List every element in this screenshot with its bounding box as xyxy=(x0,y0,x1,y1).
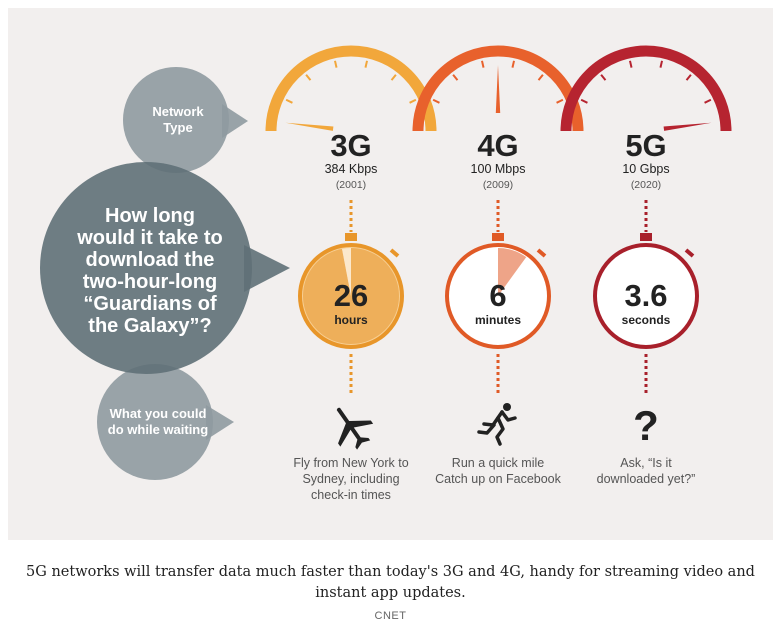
download-time-value: 3.6 xyxy=(624,278,667,313)
question-line: would it take to xyxy=(76,227,223,249)
gauge-tick xyxy=(556,98,564,104)
question-line: the Galaxy”? xyxy=(88,315,211,337)
gauge-tick xyxy=(481,60,485,68)
network-name: 5G xyxy=(625,128,666,163)
activity-line: Sydney, including xyxy=(302,472,399,486)
stopwatch-crown xyxy=(492,233,504,241)
stopwatch-crown xyxy=(640,233,652,241)
network-type-label: Network Type xyxy=(152,104,204,135)
stopwatch-button xyxy=(684,248,695,258)
gauge-needle xyxy=(285,122,334,131)
waiting-line: What you could xyxy=(110,406,207,421)
gauge-tick xyxy=(511,60,515,68)
network-year: (2001) xyxy=(336,179,366,191)
activity-line: downloaded yet?” xyxy=(597,472,696,486)
gauge-tick xyxy=(452,74,459,81)
gauge-tick xyxy=(629,60,633,68)
activity-line: Catch up on Facebook xyxy=(435,472,562,486)
activity-text: Run a quick mile Catch up on Facebook xyxy=(435,456,562,486)
speed-gauge xyxy=(412,45,584,132)
gauge-tick xyxy=(364,60,368,68)
question-text: How long would it take to download the two-… xyxy=(76,205,223,337)
airplane-icon xyxy=(336,407,374,450)
remaining-wedge xyxy=(342,248,351,296)
network-type-line: Network xyxy=(152,104,204,119)
network-speed: 384 Kbps xyxy=(325,162,378,176)
question-line: “Guardians of xyxy=(83,293,217,315)
waiting-label: What you could do while waiting xyxy=(108,406,208,437)
network-name: 3G xyxy=(330,128,371,163)
network-year: (2009) xyxy=(483,179,513,191)
gauge-tick xyxy=(659,60,663,68)
question-mark-icon: ? xyxy=(633,402,659,449)
gauge-tick xyxy=(600,74,607,81)
network-name: 4G xyxy=(477,128,518,163)
gauge-tick xyxy=(409,98,417,104)
caption: 5G networks will transfer data much fast… xyxy=(26,564,755,601)
network-year: (2020) xyxy=(631,179,661,191)
elapsed-wedge xyxy=(498,248,527,296)
gauge-tick xyxy=(390,74,397,81)
gauge-tick xyxy=(685,74,692,81)
download-time-unit: seconds xyxy=(622,313,671,327)
svg-text:?: ? xyxy=(633,402,659,449)
runner-icon xyxy=(477,403,517,446)
gauge-tick xyxy=(285,98,293,104)
gauge-needle xyxy=(663,122,712,131)
gauge-tick xyxy=(580,98,588,104)
stopwatch-dial xyxy=(593,243,699,349)
network-speed: 10 Gbps xyxy=(622,162,669,176)
activity-text: Ask, “Is it downloaded yet?” xyxy=(597,456,696,486)
stopwatch-button xyxy=(389,248,400,258)
download-time-unit: minutes xyxy=(475,313,521,327)
activity-line: check-in times xyxy=(311,488,391,502)
infographic: Network Type What you could do while waiti… xyxy=(40,45,732,502)
network-type-line: Type xyxy=(163,120,192,135)
gauge-tick xyxy=(334,60,338,68)
download-time-value: 26 xyxy=(334,278,368,313)
activity-line: Fly from New York to xyxy=(293,456,408,470)
question-bubble: How long would it take to download the two-… xyxy=(40,162,290,374)
gauge-tick xyxy=(704,98,712,104)
waiting-line: do while waiting xyxy=(108,422,208,437)
activity-text: Fly from New York to Sydney, including che… xyxy=(293,456,408,502)
network-speed: 100 Mbps xyxy=(471,162,526,176)
download-time-value: 6 xyxy=(489,278,506,313)
activity-line: Run a quick mile xyxy=(452,456,544,470)
stopwatch-crown xyxy=(345,233,357,241)
gauge-tick xyxy=(537,74,544,81)
question-line: How long xyxy=(105,205,195,227)
credit: CNET xyxy=(374,610,407,622)
waiting-bubble: What you could do while waiting xyxy=(97,364,234,480)
gauge-needle xyxy=(495,65,501,113)
download-time-unit: hours xyxy=(334,313,368,327)
speed-gauge xyxy=(265,45,437,132)
stopwatch-button xyxy=(536,248,547,258)
speed-gauge xyxy=(560,45,732,132)
activity-line: Ask, “Is it xyxy=(620,456,672,470)
gauge-tick xyxy=(432,98,440,104)
gauge-tick xyxy=(305,74,312,81)
network-type-bubble: Network Type xyxy=(123,67,248,173)
question-line: two-hour-long xyxy=(83,271,217,293)
question-line: download the xyxy=(86,249,215,271)
